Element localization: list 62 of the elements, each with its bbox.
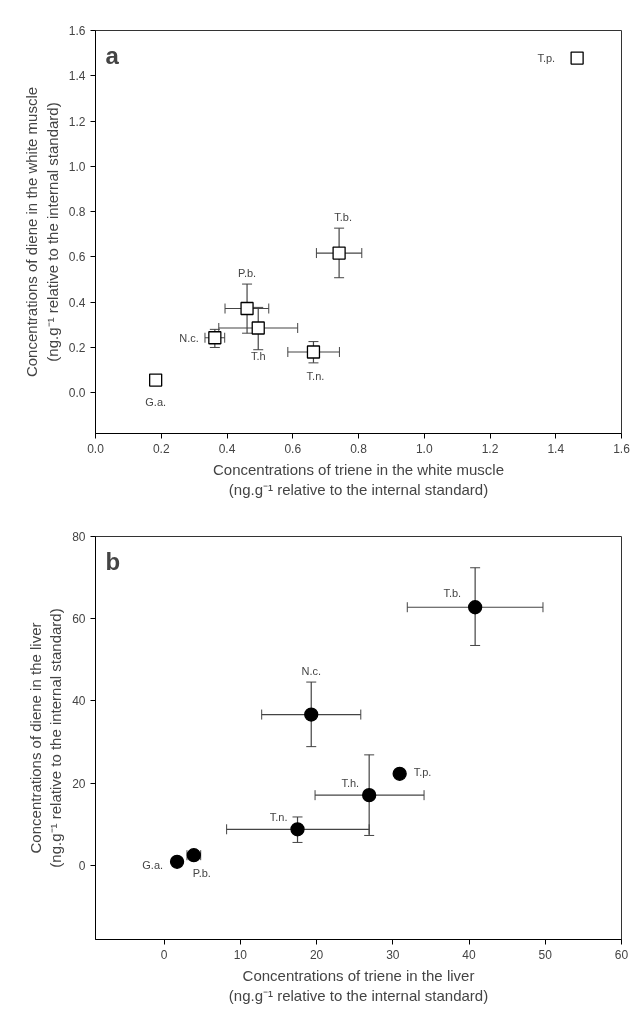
y-tick-label: 1.2 <box>68 114 86 129</box>
point <box>169 854 185 869</box>
y-tick-label: 0.2 <box>68 340 86 355</box>
x-tick-label: 1.6 <box>613 441 631 456</box>
annotation: P.b. <box>192 867 211 880</box>
point <box>251 321 265 335</box>
point <box>362 788 377 803</box>
x-axis-title: Concentrations of triene in the liver (ng.g⁻¹ relative to the internal standard) <box>228 966 489 1004</box>
x-tick-label: 40 <box>462 947 477 962</box>
point <box>240 301 254 316</box>
y-tick-label: 1.6 <box>68 24 86 38</box>
y-tick-label: 1.4 <box>68 69 86 84</box>
y-axis-title: Concentrations of diene in the liver (ng.g⁻¹ relative to the internal standard) <box>26 608 65 868</box>
annotation: N.c. <box>179 331 199 344</box>
annotation: T.b. <box>334 211 352 224</box>
x-tick-label: 1.4 <box>547 441 565 456</box>
annotation: b <box>105 547 121 575</box>
y-tick-label: 20 <box>72 776 86 791</box>
x-tick-label: 0.6 <box>284 441 302 456</box>
annotation: T.h <box>250 350 266 362</box>
annotation: P.b. <box>237 267 257 280</box>
x-tick-label: 1.2 <box>481 441 499 456</box>
annotation: T.b. <box>443 587 462 600</box>
y-tick-label: 0.6 <box>68 250 86 265</box>
point <box>332 246 346 260</box>
x-tick-label: 20 <box>309 947 324 962</box>
x-tick-label: 50 <box>538 947 553 962</box>
y-tick-label: 0 <box>78 858 86 873</box>
annotation: G.a. <box>142 858 164 871</box>
annotation: T.p. <box>413 765 432 778</box>
x-tick-label: 0.0 <box>87 441 105 456</box>
x-tick-label: 1.0 <box>415 441 433 456</box>
annotation: T.h. <box>341 777 360 790</box>
point <box>149 373 163 387</box>
y-tick-label: 0.8 <box>68 205 86 220</box>
y-tick-label: 1.0 <box>68 159 86 174</box>
annotation: T.p. <box>537 52 556 65</box>
x-axis-title: Concentrations of triene in the white muscle (ng.g⁻¹ relative to the internal standard) <box>213 460 504 498</box>
x-tick-label: 30 <box>386 947 400 962</box>
annotation: a <box>105 41 120 69</box>
y-axis-title: Concentrations of diene in the white muscle (ng.g⁻¹ relative to the internal standard) <box>23 86 61 378</box>
annotation: G.a. <box>145 396 167 409</box>
x-tick-label: 0.2 <box>152 441 170 456</box>
point <box>467 600 483 615</box>
point <box>290 822 305 837</box>
point <box>306 345 321 359</box>
annotation: T.n. <box>306 369 325 382</box>
y-tick-label: 40 <box>72 694 86 709</box>
point <box>392 766 407 781</box>
annotation: T.n. <box>269 811 288 824</box>
point <box>570 51 584 65</box>
y-tick-label: 0.4 <box>68 295 86 310</box>
x-tick-label: 0.8 <box>350 441 368 456</box>
x-tick-label: 10 <box>233 947 248 962</box>
y-tick-label: 0.0 <box>68 386 86 401</box>
x-tick-label: 0 <box>160 947 168 962</box>
y-tick-label: 60 <box>72 612 86 627</box>
annotation: N.c. <box>301 665 322 678</box>
x-tick-label: 60 <box>614 947 629 962</box>
y-tick-label: 80 <box>72 530 86 544</box>
point <box>304 707 319 722</box>
x-tick-label: 0.4 <box>218 441 236 456</box>
